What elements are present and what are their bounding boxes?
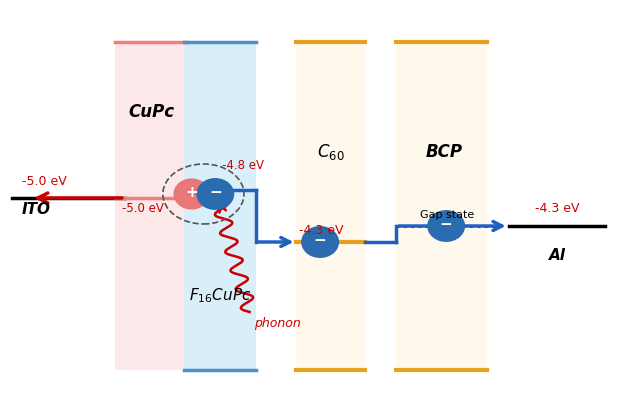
Text: CuPc: CuPc — [129, 103, 174, 121]
Ellipse shape — [427, 210, 465, 242]
Text: Al: Al — [548, 248, 566, 264]
Text: phonon: phonon — [255, 318, 301, 330]
Bar — [184, 42, 256, 370]
Text: -4.8 eV: -4.8 eV — [222, 159, 263, 172]
Text: ITO: ITO — [22, 202, 51, 218]
Text: Gap state: Gap state — [421, 210, 474, 220]
Ellipse shape — [197, 178, 234, 210]
Bar — [396, 42, 487, 370]
Ellipse shape — [301, 226, 339, 258]
Text: $F_{16}CuPc$: $F_{16}CuPc$ — [188, 287, 251, 305]
Text: -4.3 eV: -4.3 eV — [535, 202, 580, 214]
Text: −: − — [314, 233, 326, 248]
Bar — [296, 42, 365, 370]
Text: BCP: BCP — [426, 143, 463, 161]
Text: -5.0 eV: -5.0 eV — [122, 202, 163, 214]
Text: $C_{60}$: $C_{60}$ — [317, 142, 344, 162]
Ellipse shape — [173, 178, 210, 210]
Text: −: − — [440, 217, 452, 232]
Text: +: + — [185, 185, 198, 200]
Text: −: − — [209, 185, 222, 200]
Bar — [115, 42, 187, 370]
Text: -5.0 eV: -5.0 eV — [22, 176, 67, 188]
Text: -4.3 eV: -4.3 eV — [299, 224, 343, 237]
